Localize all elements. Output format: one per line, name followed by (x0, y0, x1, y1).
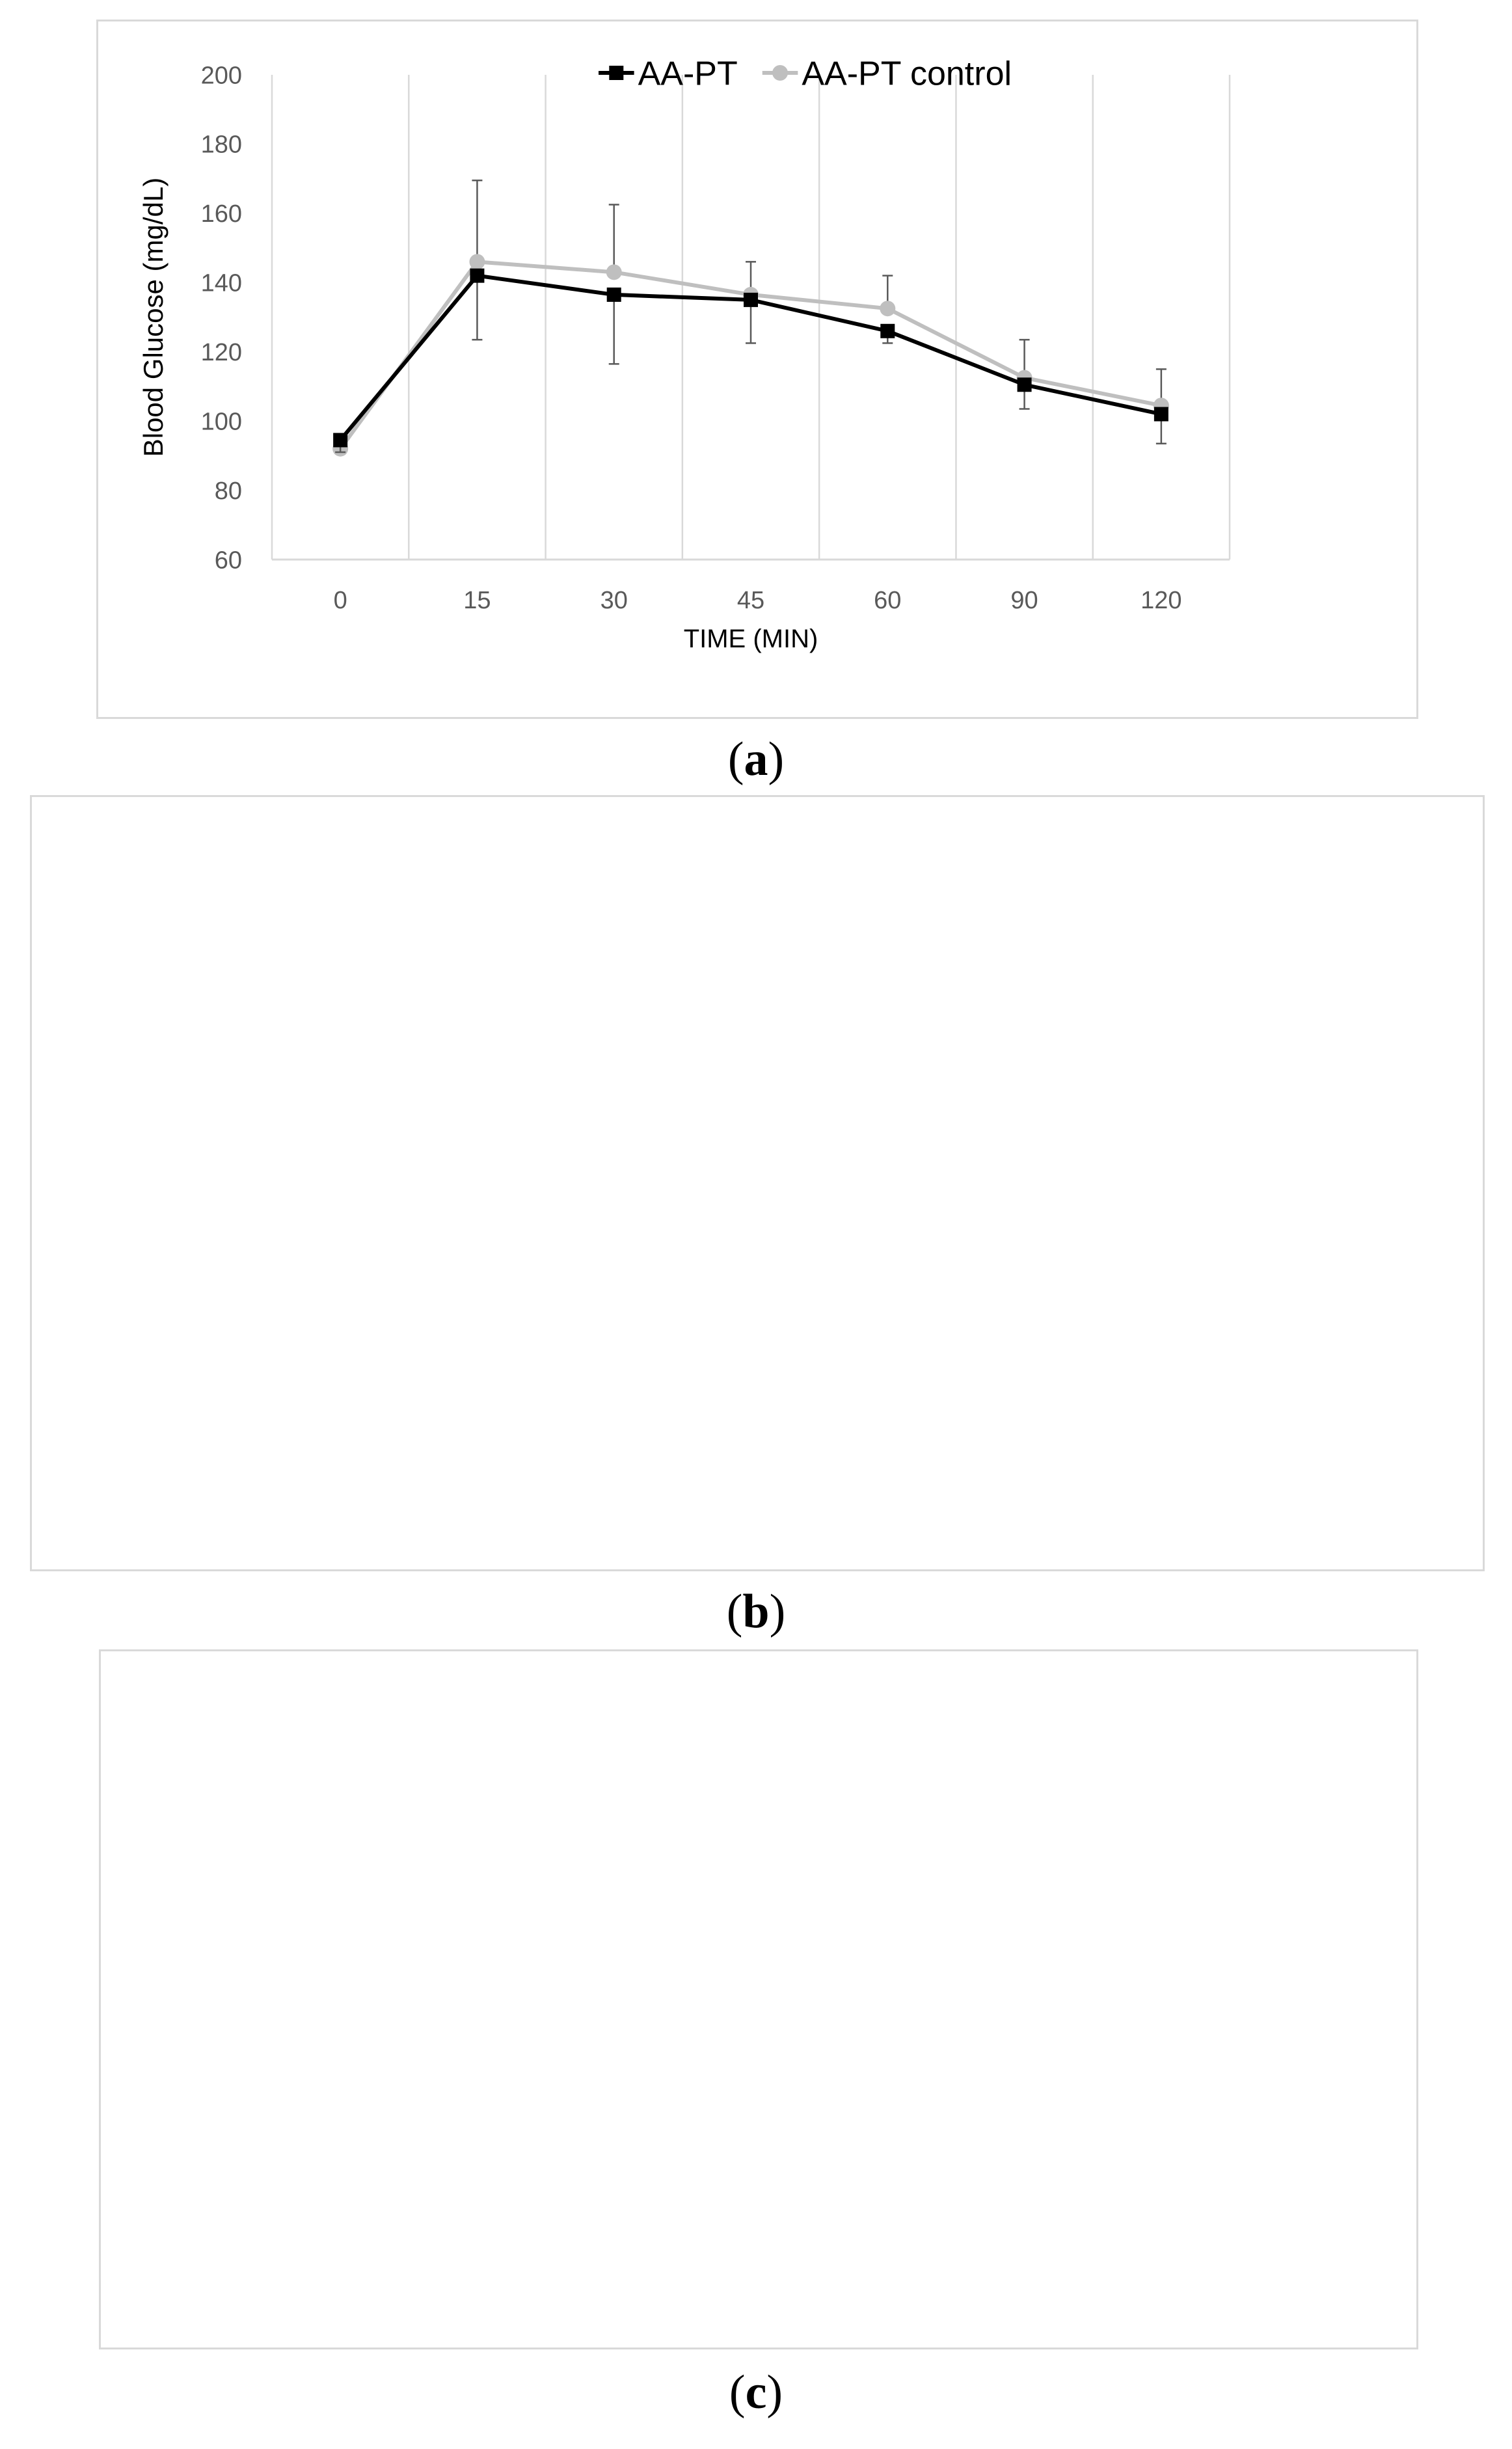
chart-a-point-aa-pt (1017, 377, 1032, 392)
chart-a-point-aa-pt-control (606, 264, 622, 280)
chart-a-ytick-label: 80 (215, 478, 242, 505)
chart-a-ytick-label: 60 (215, 547, 242, 574)
caption-a: (a) (727, 733, 785, 786)
chart-a-xlabel: TIME (MIN) (684, 625, 818, 653)
chart-a-point-aa-pt-control (880, 301, 896, 317)
chart-a-xtick-label: 15 (463, 587, 491, 614)
panel-c-frame (99, 1649, 1418, 2349)
chart-a-ytick-label: 200 (201, 62, 242, 89)
chart-a-point-aa-pt (1154, 407, 1168, 422)
legend-marker-aa-pt-control (772, 65, 789, 81)
chart-a-legend: AA-PT AA-PT control (599, 55, 1012, 93)
chart-a-xtick-label: 120 (1141, 587, 1181, 614)
chart-a-point-aa-pt (606, 287, 621, 302)
chart-a-point-aa-pt (470, 268, 485, 283)
chart-a-ylabel: Blood Glucose (mg/dL) (138, 178, 169, 457)
chart-a-ytick-label: 140 (201, 270, 242, 297)
chart-a-ytick-label: 160 (201, 200, 242, 228)
legend-label-aa-pt: AA-PT (638, 55, 738, 93)
chart-a-point-aa-pt (880, 323, 895, 338)
chart-a-xtick-label: 30 (601, 587, 628, 614)
chart-a-point-aa-pt-control (469, 254, 485, 270)
caption-c: (c) (729, 2366, 783, 2419)
chart-a-xtick-label: 90 (1010, 587, 1038, 614)
chart-a-point-aa-pt (744, 292, 758, 307)
legend-marker-aa-pt (609, 66, 624, 80)
panel-a-frame (96, 20, 1418, 719)
chart-a-xtick-label: 0 (334, 587, 347, 614)
caption-b: (b) (726, 1585, 786, 1638)
chart-a-ytick-label: 120 (201, 339, 242, 366)
chart-a-xtick-label: 60 (874, 587, 901, 614)
legend-label-aa-pt-control: AA-PT control (802, 55, 1012, 93)
chart-a-point-aa-pt (333, 433, 348, 448)
chart-a-ytick-label: 100 (201, 408, 242, 435)
chart-a-series-aa-pt (333, 268, 1168, 453)
chart-a-group: 60 80 100 120 140 160 180 200 0 15 30 45 60 90 120 TIME… (138, 55, 1231, 653)
panel-b-frame (30, 795, 1485, 1571)
chart-a-ytick-label: 180 (201, 131, 242, 159)
chart-a-xtick-label: 45 (737, 587, 764, 614)
